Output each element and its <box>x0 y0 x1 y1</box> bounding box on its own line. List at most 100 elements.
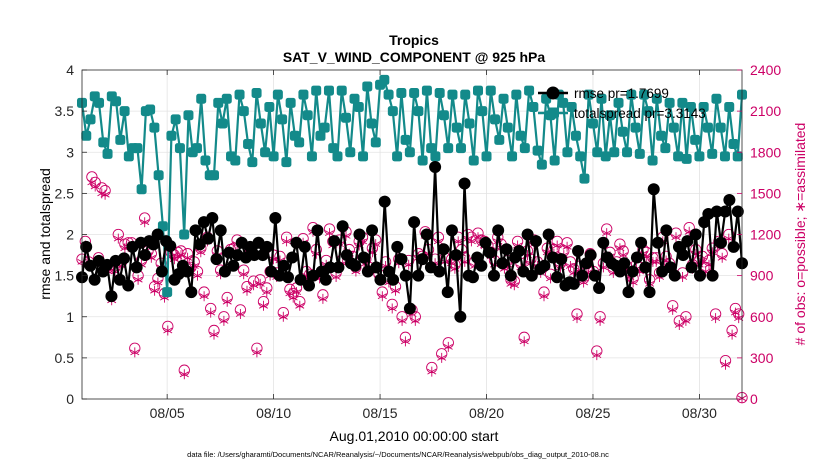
totalspread-point <box>430 151 441 162</box>
totalspread-point <box>260 147 271 158</box>
totalspread-point <box>536 159 547 170</box>
rmse-point <box>454 310 467 323</box>
rmse-point <box>260 240 273 253</box>
totalspread-point <box>379 74 390 85</box>
rmse-point <box>668 269 681 282</box>
rmse-point <box>286 251 299 264</box>
rmse-point <box>248 249 261 262</box>
rmse-point <box>710 205 723 218</box>
totalspread-point <box>528 102 539 113</box>
data-file-footer: data file: /Users/gharamti/Documents/NCA… <box>187 450 609 459</box>
totalspread-point <box>370 137 381 148</box>
totalspread-point <box>426 143 437 154</box>
rmse-point <box>693 269 706 282</box>
rmse-point <box>374 273 387 286</box>
y-right-tick-label: 2400 <box>750 62 781 78</box>
obs-assimilated-point <box>242 285 252 296</box>
totalspread-point <box>264 102 275 113</box>
rmse-point <box>324 261 337 274</box>
rmse-point <box>118 252 131 265</box>
obs-assimilated-point <box>331 272 341 282</box>
rmse-point <box>269 212 282 225</box>
totalspread-point <box>447 89 458 100</box>
rmse-point <box>294 273 307 286</box>
y-right-tick-label: 1200 <box>750 227 781 243</box>
rmse-point <box>551 271 564 284</box>
obs-assimilated-point <box>711 313 721 324</box>
obs-assimilated-point <box>602 228 612 239</box>
totalspread-point <box>477 106 488 117</box>
obs-assimilated-point <box>183 252 193 263</box>
obs-assimilated-point <box>572 313 582 324</box>
x-tick-label: 08/15 <box>363 405 398 421</box>
totalspread-point <box>732 151 743 162</box>
totalspread-point <box>170 114 181 125</box>
obs-assimilated-point <box>562 241 572 252</box>
obs-assimilated-point <box>222 296 232 307</box>
totalspread-point <box>157 221 168 232</box>
rmse-point <box>113 273 126 286</box>
totalspread-point <box>524 85 535 96</box>
totalspread-point <box>490 114 501 125</box>
rmse-point <box>513 244 526 257</box>
obs-assimilated-point <box>410 315 420 326</box>
rmse-point <box>660 224 673 237</box>
rmse-point <box>164 240 177 253</box>
totalspread-point <box>251 88 262 99</box>
totalspread-point <box>481 151 492 162</box>
rmse-point <box>181 265 194 278</box>
totalspread-point <box>162 287 173 298</box>
rmse-point <box>685 261 698 274</box>
totalspread-point <box>443 143 454 154</box>
rmse-point <box>651 236 664 249</box>
totalspread-point <box>132 143 143 154</box>
obs-assimilated-point <box>427 366 437 377</box>
legend: rmse pr=1.7699 totalspread pr=3.3143 <box>538 86 706 121</box>
obs-assimilated-point <box>239 269 249 280</box>
totalspread-point <box>332 151 343 162</box>
rmse-point <box>395 253 408 266</box>
obs-assimilated-point <box>443 341 453 352</box>
rmse-point <box>572 244 585 257</box>
totalspread-point <box>455 143 466 154</box>
totalspread-point <box>434 88 445 99</box>
obs-assimilated-point <box>153 277 163 288</box>
rmse-point <box>399 269 412 282</box>
y-left-tick-label: 1.5 <box>55 268 75 284</box>
obs-assimilated-point <box>179 369 189 380</box>
obs-assimilated-point <box>509 280 519 291</box>
totalspread-point <box>396 88 407 99</box>
y-left-tick-label: 3.5 <box>55 103 75 119</box>
rmse-point <box>504 269 517 282</box>
rmse-point <box>433 265 446 278</box>
rmse-point <box>681 235 694 248</box>
totalspread-point <box>502 122 513 133</box>
totalspread-point <box>200 155 211 166</box>
totalspread-point <box>711 93 722 104</box>
rmse-point <box>677 249 690 262</box>
rmse-point <box>714 236 727 249</box>
totalspread-point <box>622 147 633 158</box>
totalspread-point <box>191 143 202 154</box>
obs-assimilated-point <box>133 274 143 285</box>
obs-assimilated-point <box>717 252 727 263</box>
totalspread-point <box>549 155 560 166</box>
totalspread-point <box>702 122 713 133</box>
obs-assimilated-point <box>720 359 731 370</box>
totalspread-point <box>230 155 241 166</box>
rmse-point <box>500 243 513 256</box>
totalspread-point <box>400 134 411 145</box>
totalspread-point <box>328 143 339 154</box>
rmse-point <box>689 228 702 241</box>
plot-marks <box>76 74 748 404</box>
totalspread-point <box>728 139 739 150</box>
rmse-point <box>483 246 496 259</box>
totalspread-point <box>409 88 420 99</box>
rmse-point <box>630 251 643 264</box>
totalspread-point <box>102 148 113 159</box>
totalspread-point <box>85 114 96 125</box>
rmse-point <box>588 269 601 282</box>
totalspread-point <box>336 85 347 96</box>
rmse-point <box>130 261 143 274</box>
obs-assimilated-point <box>258 300 269 311</box>
